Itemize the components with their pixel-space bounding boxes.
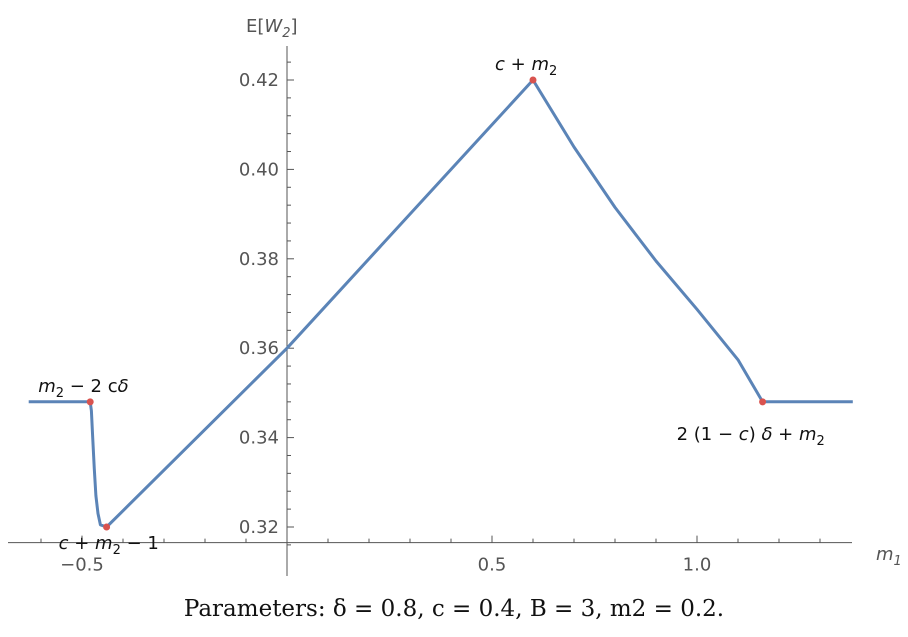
y-tick-label: 0.34	[239, 428, 279, 449]
annotation-2-1-minus-c-delta-plus-m2: 2 (1 − c) δ + m2	[677, 424, 825, 449]
y-tick-label: 0.42	[239, 70, 279, 91]
annotation-m2-minus-2c-delta: m2 − 2 cδ	[38, 376, 128, 401]
marked-point	[759, 398, 767, 406]
caption-text: Parameters: δ = 0.8, c = 0.4, B = 3, m2 …	[183, 596, 725, 622]
caption: Parameters: δ = 0.8, c = 0.4, B = 3, m2 …	[0, 596, 908, 622]
x-tick-label: −0.5	[60, 555, 104, 576]
series	[28, 78, 853, 529]
marked-point	[103, 523, 111, 531]
y-axis-label: E[W2]	[246, 16, 298, 41]
y-tick-label: 0.36	[239, 338, 279, 359]
y-tick-label: 0.40	[239, 159, 279, 180]
y-tick-label: 0.32	[239, 517, 279, 538]
marked-points	[86, 76, 767, 531]
chart-canvas: −0.5 0.5 1.0 0.32 0.34 0.36 0.38 0.40 0.42 E[W2]…	[8, 16, 902, 576]
ticks: −0.5 0.5 1.0 0.32 0.34 0.36 0.38 0.40 0.42	[40, 61, 821, 576]
y-tick-label: 0.38	[239, 249, 279, 270]
axes	[8, 46, 852, 576]
annotation-c-plus-m2: c + m2	[495, 54, 557, 79]
marked-point	[86, 398, 94, 406]
x-tick-label: 1.0	[683, 555, 712, 576]
annotation-c-plus-m2-minus-1: c + m2 − 1	[59, 533, 159, 558]
x-axis-label: m1	[876, 544, 902, 569]
series-line	[28, 78, 853, 529]
x-tick-label: 0.5	[478, 555, 507, 576]
marked-point	[529, 76, 537, 84]
